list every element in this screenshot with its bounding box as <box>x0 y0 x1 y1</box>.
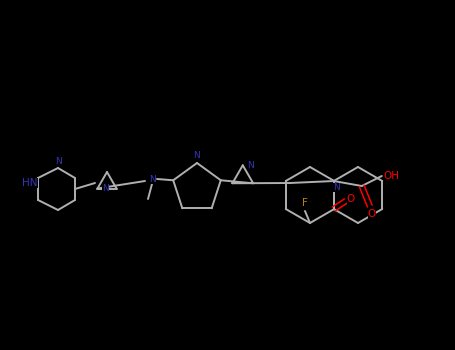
Text: N: N <box>149 175 155 183</box>
Text: N: N <box>55 156 61 166</box>
Text: OH: OH <box>384 171 400 181</box>
Text: N: N <box>333 182 339 191</box>
Text: F: F <box>302 198 308 208</box>
Text: N: N <box>194 150 200 160</box>
Text: HN: HN <box>22 178 38 188</box>
Text: N: N <box>248 161 254 170</box>
Text: O: O <box>347 194 355 204</box>
Text: O: O <box>368 209 376 219</box>
Text: N: N <box>102 184 109 193</box>
